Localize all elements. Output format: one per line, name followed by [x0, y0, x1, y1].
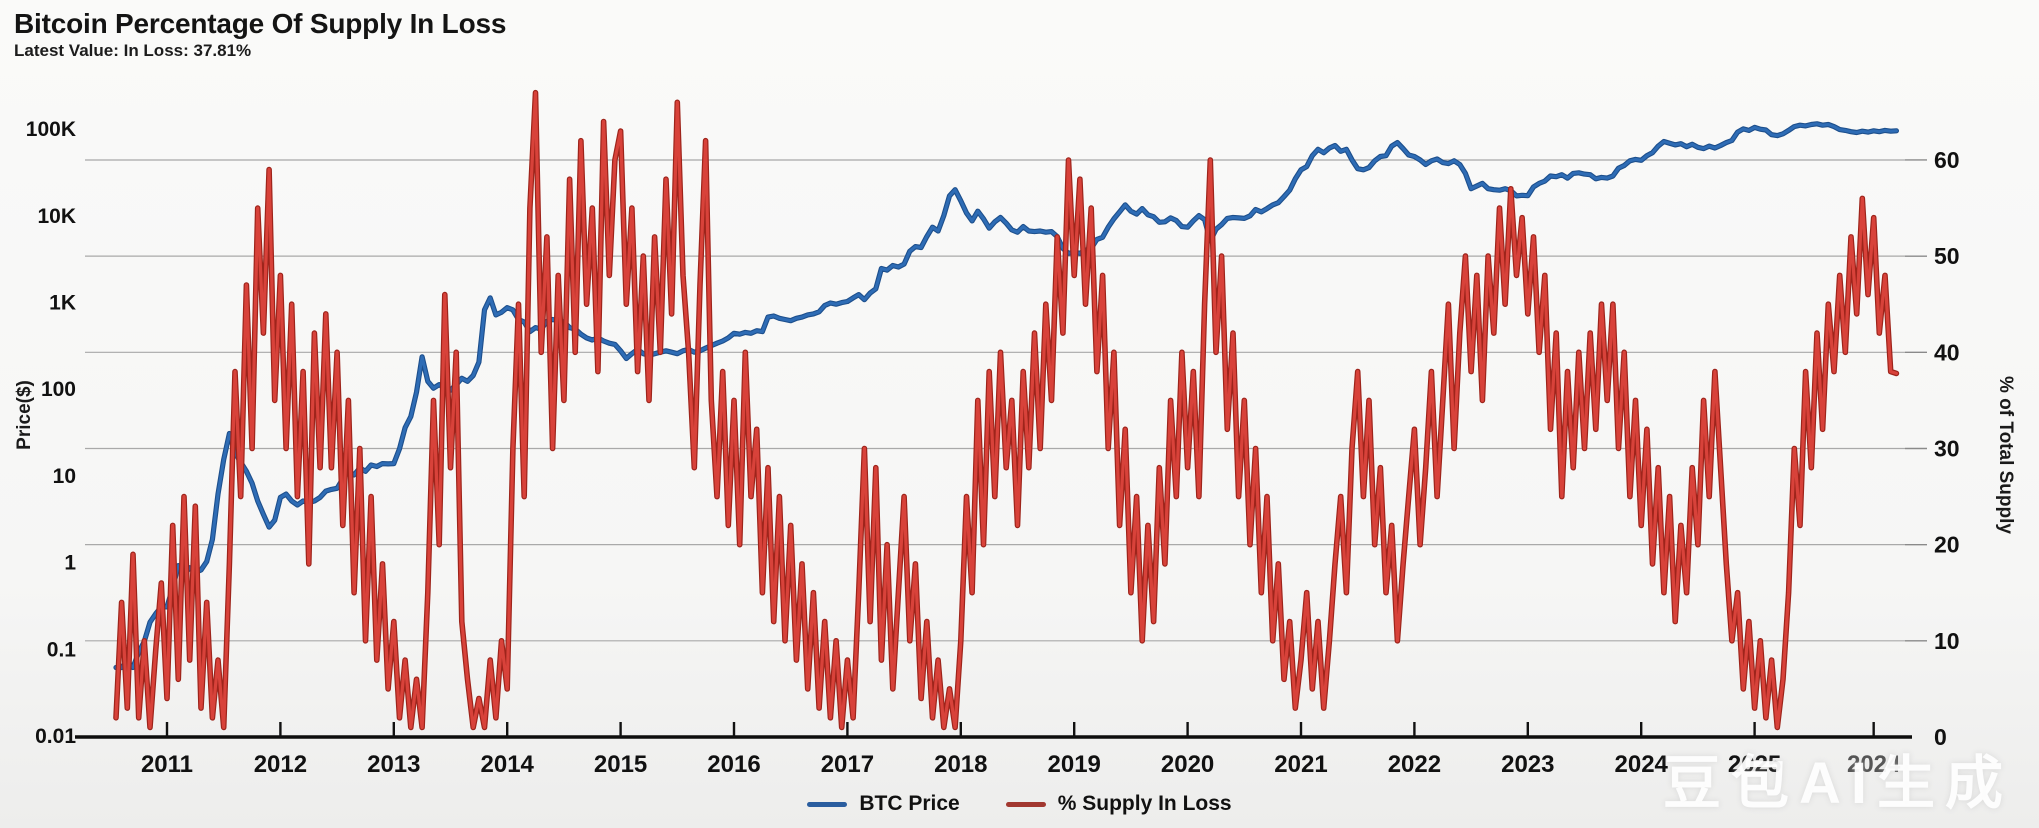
right-axis-title: % of Total Supply: [1995, 376, 2016, 534]
x-axis-tick-label: 2017: [821, 751, 874, 778]
x-axis-tick-label: 2021: [1274, 751, 1327, 778]
left-axis-tick-label: 1K: [49, 292, 76, 315]
legend-item-supply-in-loss: % Supply In Loss: [1005, 792, 1232, 816]
x-axis-tick-label: 2015: [594, 751, 647, 778]
left-axis-tick-label: 100K: [26, 118, 76, 141]
btc-price-line: [114, 122, 1898, 669]
left-axis-tick-label: 1: [64, 552, 76, 575]
x-axis-tick-label: 2011: [141, 751, 193, 778]
left-axis-title: Price($): [14, 380, 35, 450]
btc-price-line-swatch: [807, 801, 848, 807]
right-axis-tick-label: 50: [1934, 243, 1960, 269]
left-axis-tick-label: 10: [53, 465, 76, 488]
left-axis-tick-label: 100: [41, 378, 76, 401]
right-axis-tick-label: 40: [1934, 339, 1960, 365]
x-axis-tick-label: 2020: [1161, 751, 1214, 778]
supply-in-loss-line: [113, 89, 1900, 731]
chart-subtitle: Latest Value: In Loss: 37.81%: [14, 41, 252, 60]
chart-legend: BTC Price % Supply In Loss: [0, 786, 2039, 822]
x-axis-tick-label: 2023: [1501, 751, 1554, 778]
left-axis-tick-label: 0.01: [35, 725, 76, 748]
legend-label-btc-price: BTC Price: [859, 792, 960, 815]
x-axis-tick-label: 2024: [1615, 751, 1669, 778]
left-axis-tick-label: 0.1: [47, 638, 77, 661]
x-axis-tick-label: 2014: [481, 751, 535, 778]
left-axis-tick-label: 10K: [37, 205, 76, 228]
x-axis-tick-label: 2018: [934, 751, 987, 778]
supply-in-loss-line-swatch: [1005, 801, 1046, 807]
right-axis-tick-label: 0: [1934, 724, 1947, 750]
x-axis-tick-label: 2024: [1847, 751, 1901, 778]
right-axis-tick-label: 30: [1934, 435, 1960, 461]
x-axis-tick-label: 2025: [1728, 751, 1781, 778]
x-axis-tick-label: 2013: [367, 751, 420, 778]
supply-in-loss-line: [114, 91, 1899, 730]
x-axis-tick-label: 2016: [707, 751, 760, 778]
chart-title: Bitcoin Percentage Of Supply In Loss: [14, 8, 507, 39]
x-axis-tick-label: 2012: [254, 751, 307, 778]
legend-item-btc-price: BTC Price: [807, 792, 960, 816]
legend-label-supply-in-loss: % Supply In Loss: [1057, 792, 1232, 815]
right-axis-tick-label: 60: [1934, 147, 1960, 173]
x-axis-tick-label: 2022: [1388, 751, 1441, 778]
right-axis-tick-label: 10: [1934, 628, 1960, 654]
x-axis-tick-label: 2019: [1048, 751, 1101, 778]
right-axis-tick-label: 20: [1934, 532, 1960, 558]
